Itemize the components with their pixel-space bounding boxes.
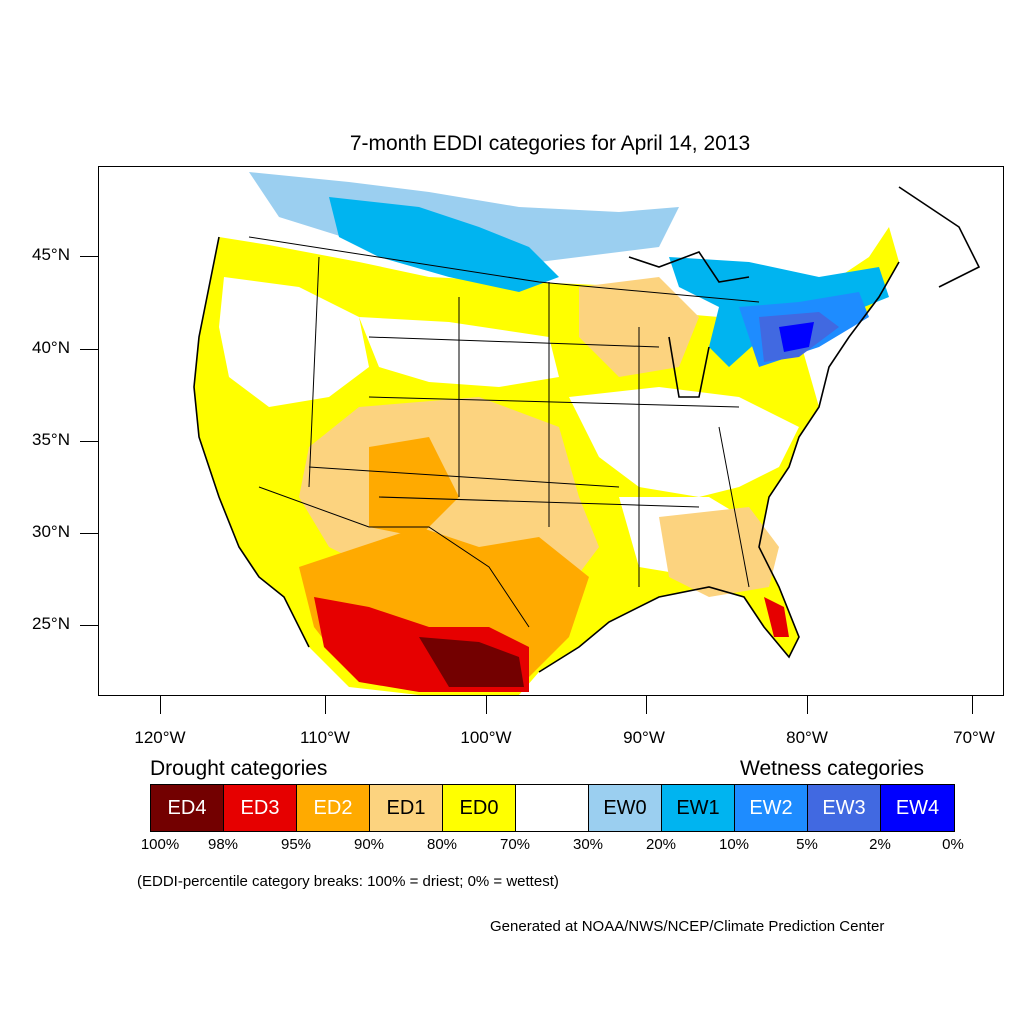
lon-label-90w: 90°W [623,728,665,747]
lat-label-25n: 25°N [32,614,70,633]
percent-break-label: 70% [499,836,531,853]
ed4-region-northeast-mexico [419,637,524,687]
ew4-region-ontario [779,322,814,352]
lon-tick [646,696,647,714]
lat-label-35n: 35°N [32,430,70,449]
legend-box-ew3: EW3 [808,785,881,831]
wetness-categories-heading: Wetness categories [740,757,925,780]
state-boundaries [248,236,760,628]
lon-tick [325,696,326,714]
lat-tick [80,441,98,442]
lat-label-30n: 30°N [32,522,70,541]
legend-box-ed4: ED4 [151,785,224,831]
legend-box-ed3: ED3 [224,785,297,831]
legend-box-ed2: ED2 [297,785,370,831]
lat-tick [80,349,98,350]
percent-break-label: 90% [353,836,385,853]
percent-break-label: 0% [942,836,964,853]
lon-tick [972,696,973,714]
percent-break-label: 30% [572,836,604,853]
legend-box-ew2: EW2 [735,785,808,831]
lat-label-40n: 40°N [32,338,70,357]
percent-break-label: 10% [718,836,750,853]
percent-break-label: 95% [280,836,312,853]
percent-break-label: 2% [869,836,891,853]
legend-box-ew1: EW1 [662,785,735,831]
percent-break-label: 98% [207,836,239,853]
lon-label-110w: 110°W [300,728,350,747]
lon-tick [160,696,161,714]
neutral-region-midwest [569,387,799,497]
percent-break-label: 80% [426,836,458,853]
lon-label-100w: 100°W [460,728,512,747]
lat-label-45n: 45°N [32,245,70,264]
lon-tick [486,696,487,714]
map-title: 7-month EDDI categories for April 14, 20… [349,132,751,155]
ew1-region-north [329,197,559,292]
lon-label-80w: 80°W [786,728,828,747]
map-canvas [193,172,981,695]
legend-box-ew0: EW0 [589,785,662,831]
percent-break-label: 20% [645,836,677,853]
legend-box-neutral [516,785,589,831]
lon-label-70w: 70°W [953,728,995,747]
ew0-region-north [249,172,679,267]
ed1-region-southeast [659,507,779,597]
legend-box-ed1: ED1 [370,785,443,831]
lon-label-120w: 120°W [134,728,186,747]
eddi-map [98,166,1004,696]
lat-tick [80,533,98,534]
neutral-region-northwest [219,277,369,407]
category-legend: ED4 ED3 ED2 ED1 ED0 EW0 EW1 EW2 EW3 EW4 [150,784,955,832]
ed2-region-newmexico [369,437,459,537]
lat-tick [80,256,98,257]
credit-line: Generated at NOAA/NWS/NCEP/Climate Predi… [490,918,885,935]
lat-tick [80,625,98,626]
percent-break-label: 100% [140,836,180,853]
drought-categories-heading: Drought categories [150,757,328,780]
category-breaks-note: (EDDI-percentile category breaks: 100% =… [137,873,559,890]
coastlines [193,186,981,673]
ed3-region-florida [764,597,789,637]
legend-box-ew4: EW4 [881,785,954,831]
legend-box-ed0: ED0 [443,785,516,831]
lon-tick [807,696,808,714]
percent-break-label: 5% [796,836,818,853]
